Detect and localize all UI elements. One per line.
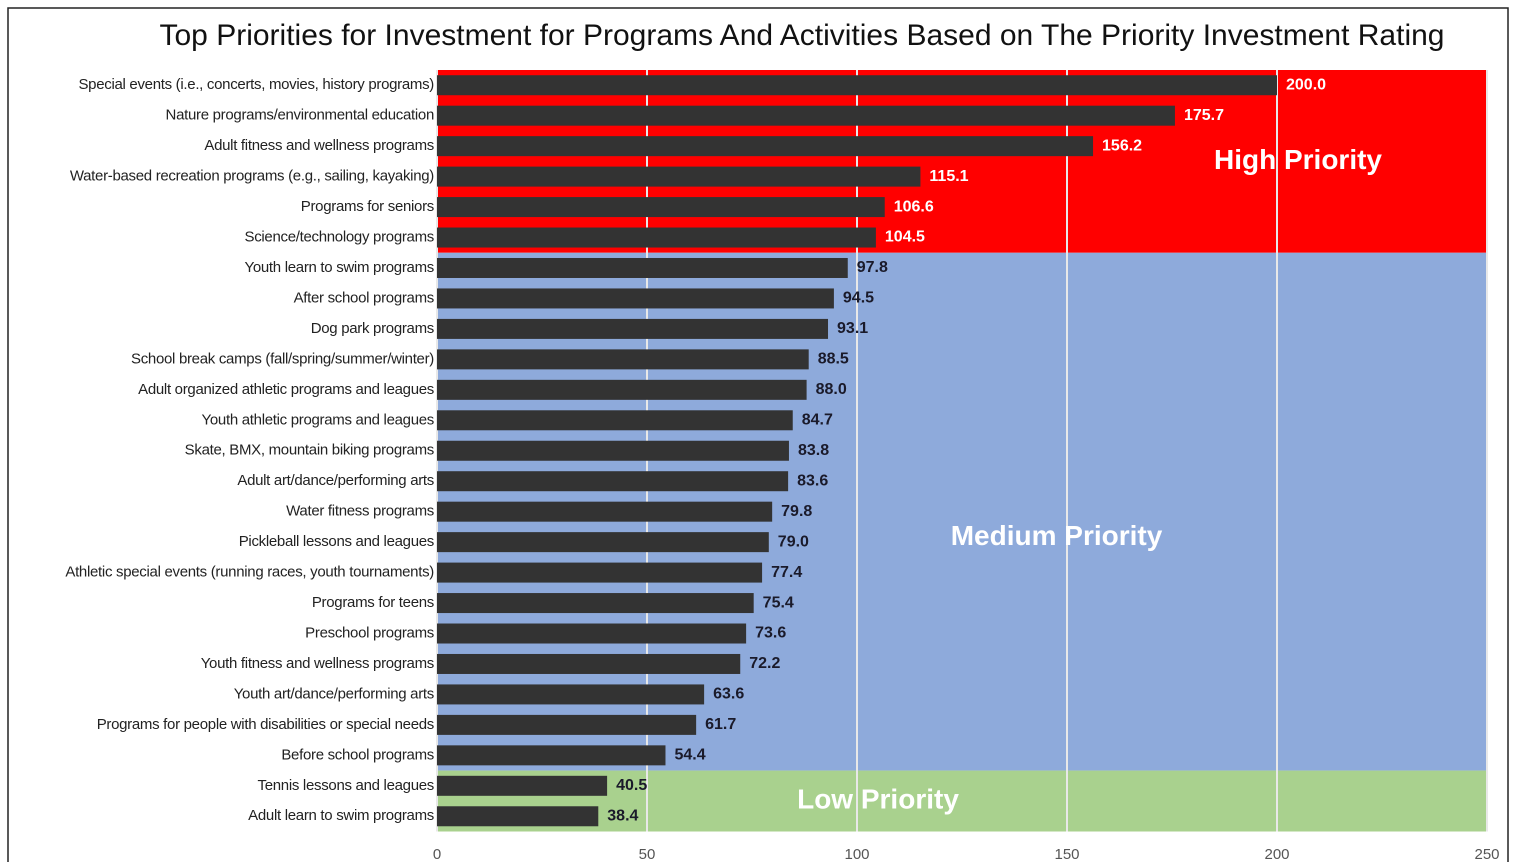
bar bbox=[437, 166, 921, 187]
chart-title: Top Priorities for Investment for Progra… bbox=[159, 19, 1444, 52]
bar bbox=[437, 532, 769, 553]
value-label: 61.7 bbox=[705, 716, 736, 733]
value-label: 63.6 bbox=[713, 686, 744, 703]
x-tick-label: 150 bbox=[1054, 846, 1079, 862]
value-label: 72.2 bbox=[749, 655, 780, 672]
bar bbox=[437, 349, 809, 370]
category-label: Youth art/dance/performing arts bbox=[234, 685, 434, 702]
value-label: 93.1 bbox=[837, 320, 868, 337]
category-label: Adult organized athletic programs and le… bbox=[138, 381, 434, 398]
priority-band bbox=[437, 770, 1487, 832]
category-label: Water fitness programs bbox=[286, 503, 434, 520]
value-label: 79.0 bbox=[778, 533, 809, 550]
x-tick-label: 100 bbox=[844, 846, 869, 862]
value-label: 84.7 bbox=[802, 412, 833, 429]
value-label: 88.5 bbox=[818, 351, 849, 368]
bar bbox=[437, 136, 1094, 157]
bar bbox=[437, 684, 705, 705]
category-label: Science/technology programs bbox=[244, 228, 434, 245]
category-label: Programs for teens bbox=[312, 594, 434, 611]
category-label: Youth learn to swim programs bbox=[245, 259, 434, 276]
category-label: School break camps (fall/spring/summer/w… bbox=[131, 350, 434, 367]
band-label: High Priority bbox=[1214, 144, 1382, 175]
bar bbox=[437, 623, 747, 644]
x-tick-label: 0 bbox=[433, 846, 441, 862]
value-label: 83.8 bbox=[798, 442, 829, 459]
value-label: 104.5 bbox=[885, 229, 925, 246]
value-label: 200.0 bbox=[1286, 76, 1326, 93]
value-label: 94.5 bbox=[843, 290, 874, 307]
value-label: 115.1 bbox=[929, 168, 968, 185]
category-label: Water-based recreation programs (e.g., s… bbox=[70, 168, 434, 185]
value-label: 83.6 bbox=[797, 472, 828, 489]
category-label: After school programs bbox=[294, 289, 434, 306]
category-label: Adult art/dance/performing arts bbox=[237, 472, 434, 489]
bar bbox=[437, 806, 599, 827]
category-label: Pickleball lessons and leagues bbox=[239, 533, 434, 550]
category-label: Dog park programs bbox=[311, 320, 434, 337]
value-label: 54.4 bbox=[674, 747, 705, 764]
category-label: Youth athletic programs and leagues bbox=[202, 411, 434, 428]
bar bbox=[437, 593, 754, 614]
value-label: 40.5 bbox=[616, 777, 647, 794]
bar bbox=[437, 775, 608, 796]
bar bbox=[437, 257, 848, 278]
category-label: Before school programs bbox=[281, 746, 434, 763]
value-label: 97.8 bbox=[857, 259, 888, 276]
value-label: 106.6 bbox=[894, 198, 934, 215]
bar bbox=[437, 440, 789, 461]
value-label: 79.8 bbox=[781, 503, 812, 520]
bar bbox=[437, 75, 1277, 96]
category-label: Tennis lessons and leagues bbox=[258, 777, 435, 794]
bar bbox=[437, 379, 807, 400]
bar bbox=[437, 227, 876, 248]
value-label: 77.4 bbox=[771, 564, 802, 581]
x-tick-label: 50 bbox=[639, 846, 656, 862]
category-label: Youth fitness and wellness programs bbox=[201, 655, 434, 672]
bar bbox=[437, 714, 697, 735]
x-tick-label: 200 bbox=[1264, 846, 1289, 862]
band-label: Medium Priority bbox=[951, 520, 1163, 551]
bar bbox=[437, 471, 789, 492]
category-label: Athletic special events (running races, … bbox=[65, 564, 434, 581]
value-label: 38.4 bbox=[607, 807, 638, 824]
category-label: Programs for seniors bbox=[301, 198, 434, 215]
bar bbox=[437, 105, 1175, 126]
bar bbox=[437, 501, 773, 522]
value-label: 73.6 bbox=[755, 625, 786, 642]
bar bbox=[437, 318, 829, 339]
bar bbox=[437, 410, 793, 431]
category-label: Skate, BMX, mountain biking programs bbox=[185, 442, 434, 459]
value-label: 156.2 bbox=[1102, 137, 1142, 154]
category-label: Preschool programs bbox=[305, 624, 434, 641]
category-label: Programs for people with disabilities or… bbox=[97, 716, 434, 733]
category-label: Adult learn to swim programs bbox=[248, 807, 434, 824]
value-label: 88.0 bbox=[816, 381, 847, 398]
category-label: Special events (i.e., concerts, movies, … bbox=[78, 76, 434, 93]
category-label: Nature programs/environmental education bbox=[166, 107, 434, 124]
priority-band bbox=[437, 70, 1487, 253]
bar bbox=[437, 288, 834, 309]
bar bbox=[437, 562, 763, 583]
x-tick-label: 250 bbox=[1474, 846, 1499, 862]
value-label: 75.4 bbox=[763, 594, 794, 611]
bar bbox=[437, 653, 741, 674]
bar bbox=[437, 197, 885, 218]
value-label: 175.7 bbox=[1184, 107, 1224, 124]
bar bbox=[437, 745, 666, 766]
band-label: Low Priority bbox=[797, 783, 959, 814]
frame bbox=[7, 7, 1509, 862]
category-label: Adult fitness and wellness programs bbox=[204, 137, 434, 154]
